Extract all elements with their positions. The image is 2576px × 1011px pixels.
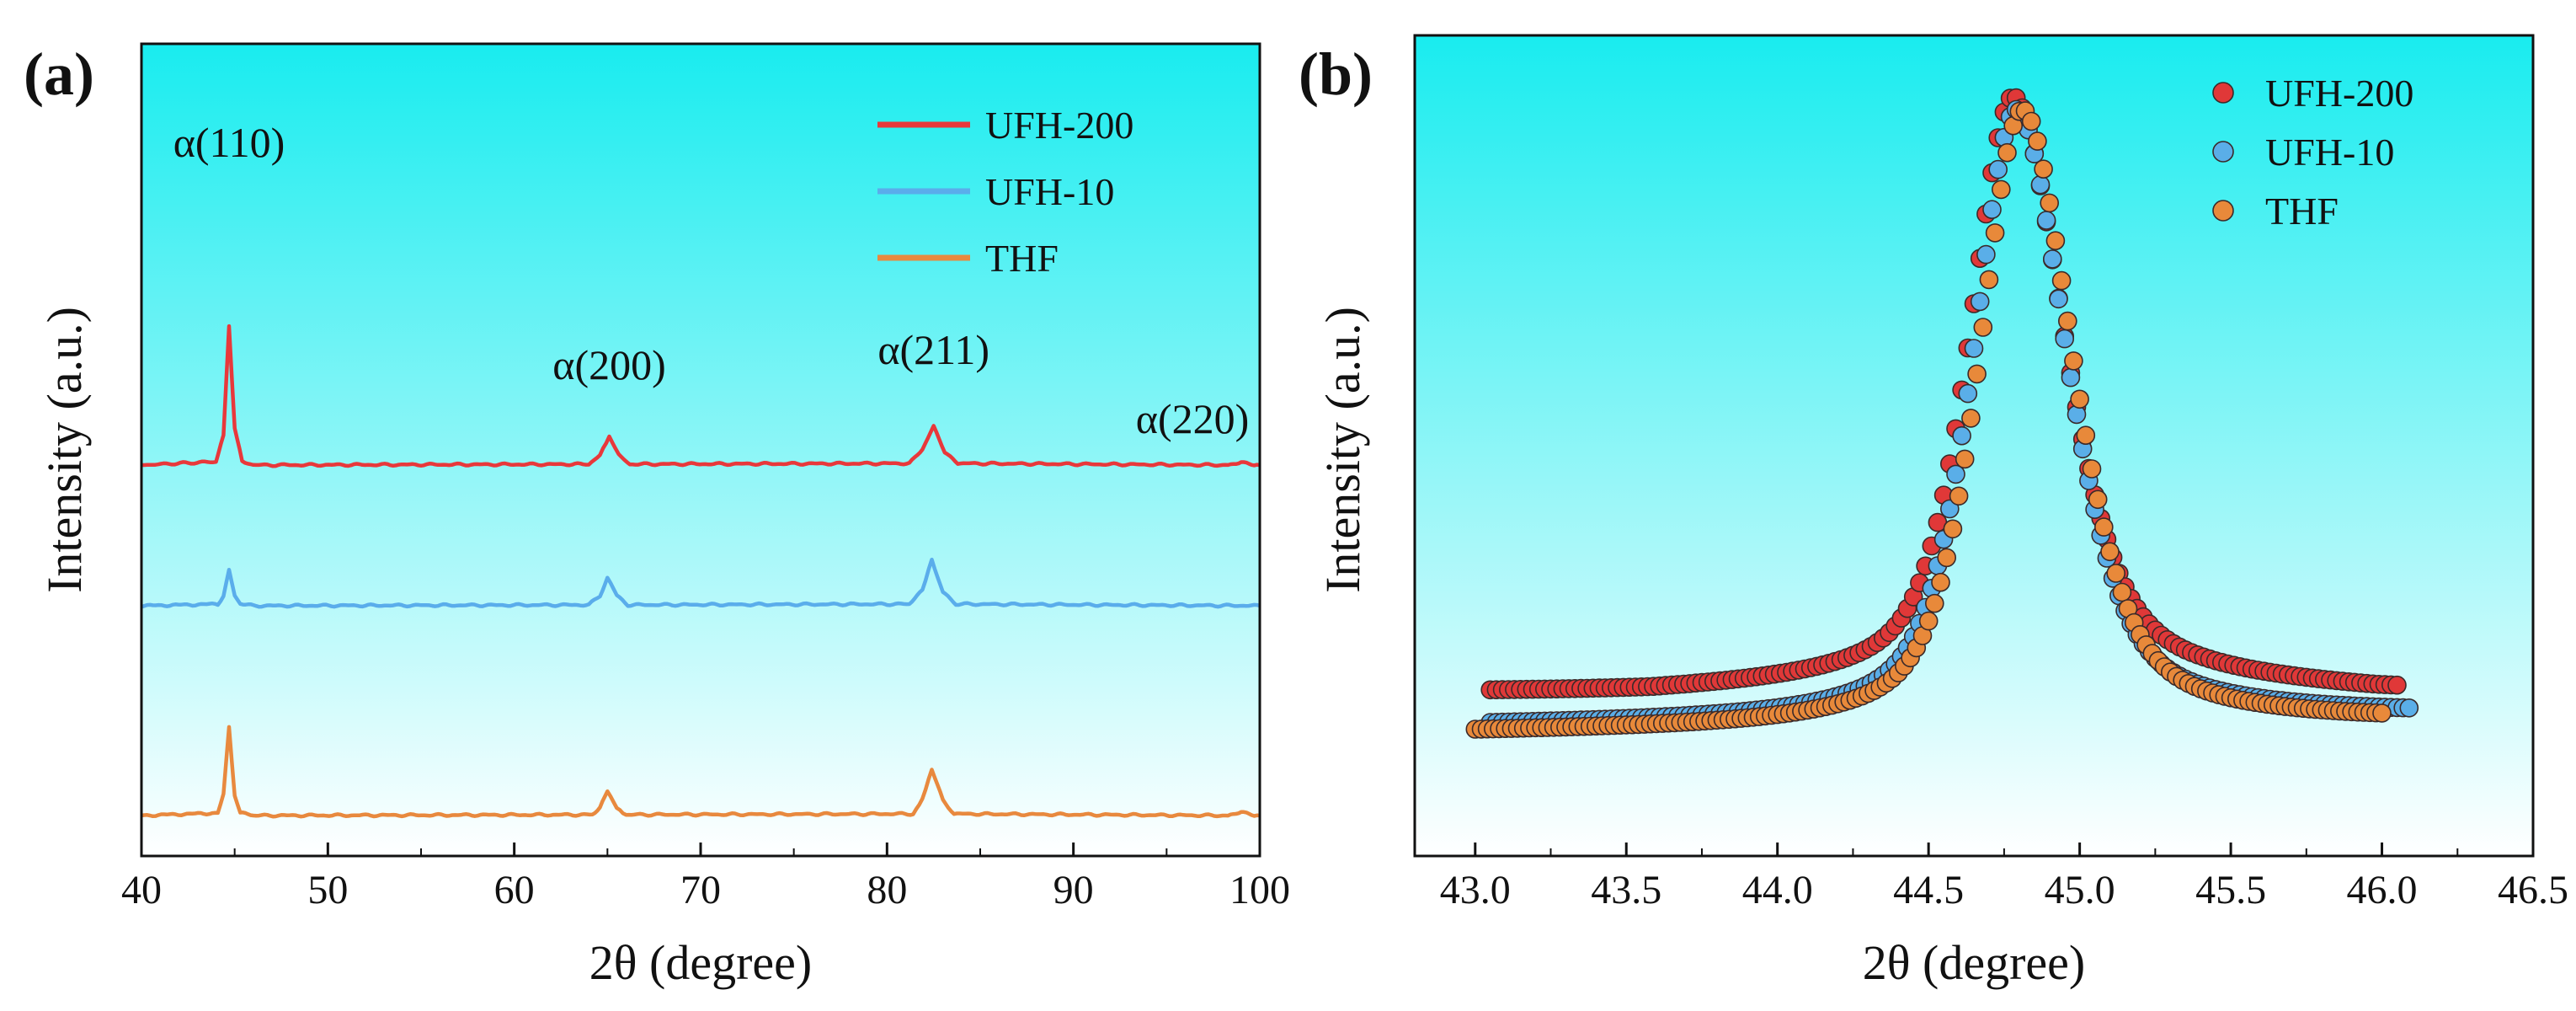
data-point-thf xyxy=(1992,179,2011,200)
data-point-thf xyxy=(1985,223,2005,243)
data-point-ufh-10 xyxy=(1964,339,1984,358)
panel-a-legend: UFH-200 UFH-10 THF xyxy=(877,104,1133,280)
panel-b-legend: UFH-200 UFH-10 THF xyxy=(2212,72,2413,233)
panel-b-series-group xyxy=(1465,88,2419,739)
panel-b-x-tick-label: 45.0 xyxy=(2045,868,2115,912)
data-point-ufh-10 xyxy=(2067,404,2087,425)
panel-b-x-axis-title: 2θ (degree) xyxy=(1863,935,2085,990)
data-point-thf xyxy=(2021,111,2041,131)
data-point-thf xyxy=(1973,318,1993,337)
panel-b-peak-110-zoom: (b) 43.0 43.5 44.0 44.5 45.0 45.5 46.0 46.5 2θ … xyxy=(1299,34,2568,990)
panel-b-legend-label-ufh-200: UFH-200 xyxy=(2265,72,2413,115)
data-point-ufh-10 xyxy=(1958,383,1978,404)
panel-a-x-tick-label: 60 xyxy=(494,868,535,912)
data-point-thf xyxy=(2058,311,2077,331)
panel-a-legend-label-thf: THF xyxy=(985,237,1059,280)
panel-b-x-tick-label: 46.0 xyxy=(2347,868,2418,912)
data-point-ufh-10 xyxy=(2043,249,2062,269)
data-point-thf xyxy=(2094,517,2114,537)
panel-b-label: (b) xyxy=(1299,40,1373,108)
peak-annotation-110: α(110) xyxy=(173,119,285,166)
data-point-thf xyxy=(2372,703,2392,723)
panel-a-x-axis-title: 2θ (degree) xyxy=(589,935,812,990)
panel-a-x-tick-label: 80 xyxy=(867,868,907,912)
data-point-ufh-10 xyxy=(2061,367,2081,388)
data-point-thf xyxy=(1925,593,1944,613)
data-point-ufh-10 xyxy=(1988,159,2008,179)
data-point-thf xyxy=(2028,131,2047,151)
panel-b-legend-label-thf: THF xyxy=(2265,190,2339,233)
data-point-thf xyxy=(2064,351,2083,371)
data-point-thf xyxy=(1979,270,1999,290)
panel-b-legend-marker-ufh-200 xyxy=(2212,82,2234,104)
panel-b-x-tick-label: 44.5 xyxy=(1893,868,1964,912)
data-point-thf xyxy=(2034,159,2053,179)
panel-a-y-axis-title: Intensity (a.u.) xyxy=(37,307,92,593)
panel-a-series-ufh-200 xyxy=(141,324,1260,468)
data-point-ufh-10 xyxy=(1982,200,2002,219)
data-point-thf xyxy=(2106,564,2125,583)
data-point-thf xyxy=(2045,231,2066,251)
peak-annotation-200: α(200) xyxy=(552,341,666,388)
panel-b-legend-marker-thf xyxy=(2212,200,2234,222)
data-point-thf xyxy=(1937,548,1956,568)
data-point-thf xyxy=(1955,449,1975,469)
panel-a-x-axis-ticks: 40 50 60 70 80 90 100 xyxy=(121,842,1290,912)
panel-a-label: (a) xyxy=(24,40,94,108)
panel-a-x-tick-label: 40 xyxy=(121,868,162,912)
panel-a-x-tick-label: 90 xyxy=(1053,868,1094,912)
data-point-ufh-10 xyxy=(1970,292,1990,312)
panel-b-x-tick-label: 46.5 xyxy=(2498,868,2568,912)
data-point-thf xyxy=(1943,519,1963,539)
panel-a-x-tick-label: 50 xyxy=(307,868,348,912)
panel-a-xrd-patterns: (a) α(110) α(200) α(211) α(220) 40 50 60 70 80 9… xyxy=(24,40,1290,990)
data-point-thf xyxy=(2088,489,2108,510)
data-point-thf xyxy=(2100,542,2120,562)
panel-b-legend-label-ufh-10: UFH-10 xyxy=(2265,131,2394,174)
data-point-ufh-10 xyxy=(2036,211,2056,230)
data-point-ufh-200 xyxy=(2387,675,2407,695)
panel-a-legend-label-ufh-10: UFH-10 xyxy=(985,170,1114,213)
panel-a-series-group xyxy=(141,324,1260,819)
data-point-ufh-10 xyxy=(1952,425,1971,446)
panel-a-x-tick-label: 70 xyxy=(680,868,721,912)
data-point-thf xyxy=(1961,409,1981,428)
panel-b-x-tick-label: 44.0 xyxy=(1742,868,1813,912)
panel-b-x-tick-label: 43.5 xyxy=(1591,868,1661,912)
panel-b-y-axis-title: Intensity (a.u.) xyxy=(1315,307,1370,593)
panel-b-series-thf xyxy=(1465,101,2392,739)
data-point-thf xyxy=(1949,486,1969,506)
data-point-thf xyxy=(2040,193,2059,213)
panel-b-x-tick-label: 45.5 xyxy=(2195,868,2266,912)
data-point-thf xyxy=(2112,582,2132,602)
data-point-ufh-10 xyxy=(1976,244,1996,265)
panel-a-legend-label-ufh-200: UFH-200 xyxy=(985,104,1133,147)
peak-annotation-211: α(211) xyxy=(877,326,989,373)
data-point-ufh-10 xyxy=(2030,174,2051,195)
data-point-thf xyxy=(2070,389,2089,409)
panel-a-peak-annotations: α(110) α(200) α(211) α(220) xyxy=(173,119,1250,442)
data-point-thf xyxy=(1967,364,1987,384)
data-point-thf xyxy=(1918,611,1939,631)
panel-b-x-tick-label: 43.0 xyxy=(1440,868,1511,912)
panel-a-series-thf xyxy=(141,725,1260,819)
data-point-thf xyxy=(2051,270,2072,291)
panel-a-series-ufh-10 xyxy=(141,557,1260,609)
panel-a-plot-area xyxy=(141,44,1260,856)
panel-b-frame xyxy=(1413,34,2535,858)
data-point-thf xyxy=(2076,425,2096,446)
panel-b-legend-marker-ufh-10 xyxy=(2212,141,2234,163)
data-point-thf xyxy=(1931,572,1950,592)
data-point-ufh-10 xyxy=(2055,329,2074,349)
data-point-thf xyxy=(2082,459,2102,479)
panel-b-x-axis-ticks: 43.0 43.5 44.0 44.5 45.0 45.5 46.0 46.5 xyxy=(1440,842,2568,912)
peak-annotation-220: α(220) xyxy=(1136,395,1250,442)
data-point-ufh-10 xyxy=(2049,289,2068,309)
data-point-ufh-10 xyxy=(2399,698,2419,718)
data-point-ufh-10 xyxy=(1946,464,1965,484)
panel-a-x-tick-label: 100 xyxy=(1229,868,1290,912)
data-point-ufh-10 xyxy=(1940,499,1960,519)
data-point-thf xyxy=(1997,142,2017,163)
